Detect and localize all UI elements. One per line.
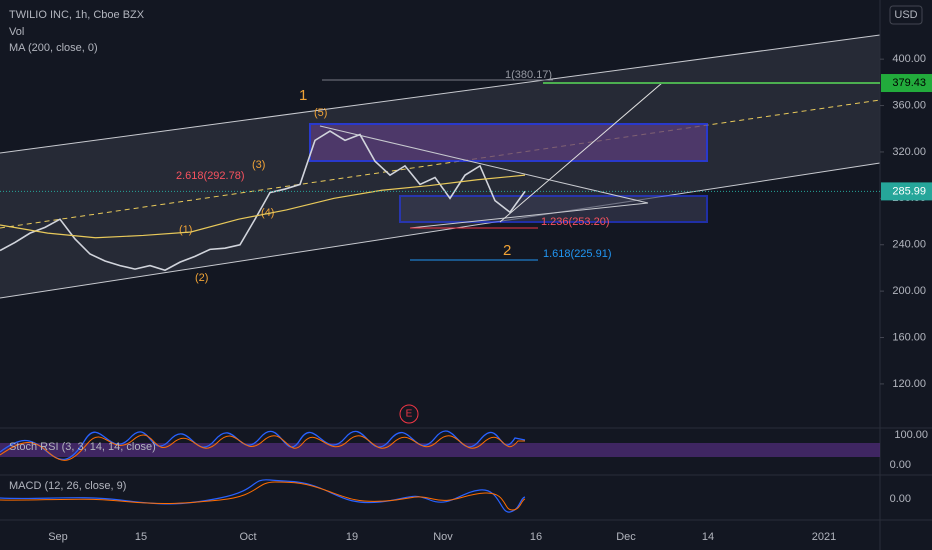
last-price-label: 285.99 xyxy=(892,185,926,197)
x-tick-label: Dec xyxy=(616,531,636,543)
x-tick-label: Nov xyxy=(433,531,453,543)
y-tick-label: 160.00 xyxy=(892,331,926,343)
x-tick-label: Sep xyxy=(48,531,68,543)
fib-label: 1(380.17) xyxy=(505,69,552,81)
zone-box xyxy=(399,195,708,223)
earnings-marker[interactable] xyxy=(399,404,419,424)
trend-line xyxy=(409,202,649,229)
x-tick-label: 14 xyxy=(702,531,714,543)
trend-line xyxy=(319,125,649,204)
fib-label: 2.618(292.78) xyxy=(176,170,245,182)
signal-line xyxy=(0,481,526,511)
indicator-label: Vol xyxy=(9,26,24,38)
x-tick-label: 16 xyxy=(530,531,542,543)
y-tick-label: 320.00 xyxy=(892,146,926,158)
wave-label: (5) xyxy=(314,107,327,119)
x-tick-label: 19 xyxy=(346,531,358,543)
wave-label: (1) xyxy=(179,224,192,236)
last-price-tag xyxy=(881,182,932,201)
stoch-band xyxy=(0,443,880,457)
channel-upper xyxy=(0,34,881,154)
stoch-tick: 0.00 xyxy=(890,459,911,471)
channel-mid xyxy=(0,99,881,229)
wave-label: (4) xyxy=(261,207,274,219)
wave-label: 2 xyxy=(503,242,511,259)
y-tick-label: 240.00 xyxy=(892,239,926,251)
indicator-label: MA (200, close, 0) xyxy=(9,42,98,54)
stoch-tick: 100.00 xyxy=(894,429,928,441)
stoch-k xyxy=(0,430,526,460)
stoch-d xyxy=(0,434,525,461)
indicator-label: Stoch RSI (3, 3, 14, 14, close) xyxy=(9,441,156,453)
target-tag xyxy=(881,74,932,93)
y-tick-label: 360.00 xyxy=(892,99,926,111)
channel-fill xyxy=(0,35,880,298)
price-line xyxy=(0,130,526,272)
x-tick-label: 15 xyxy=(135,531,147,543)
earnings-label[interactable]: E xyxy=(406,409,413,420)
wave-label: 1 xyxy=(299,87,307,104)
wave-label: (3) xyxy=(252,159,265,171)
currency-button[interactable] xyxy=(889,5,923,25)
y-tick-label: 200.00 xyxy=(892,285,926,297)
chart-title: TWILIO INC, 1h, Cboe BZX xyxy=(9,9,145,21)
currency[interactable]: USD xyxy=(894,9,917,21)
macd-tick: 0.00 xyxy=(890,493,911,505)
x-tick-label: Oct xyxy=(239,531,256,543)
indicator-label: MACD (12, 26, close, 9) xyxy=(9,480,126,492)
wave-label: (2) xyxy=(195,272,208,284)
fib-label: 1.236(253.20) xyxy=(541,216,610,228)
target-label: 379.43 xyxy=(892,77,926,89)
ray-line xyxy=(499,82,663,223)
y-tick-label: 120.00 xyxy=(892,378,926,390)
y-tick-label: 400.00 xyxy=(892,53,926,65)
zone-box xyxy=(309,123,708,162)
ma-line xyxy=(0,174,526,239)
x-tick-label: 2021 xyxy=(812,531,836,543)
channel-lower xyxy=(0,162,881,299)
fib-label: 1.618(225.91) xyxy=(543,248,612,260)
